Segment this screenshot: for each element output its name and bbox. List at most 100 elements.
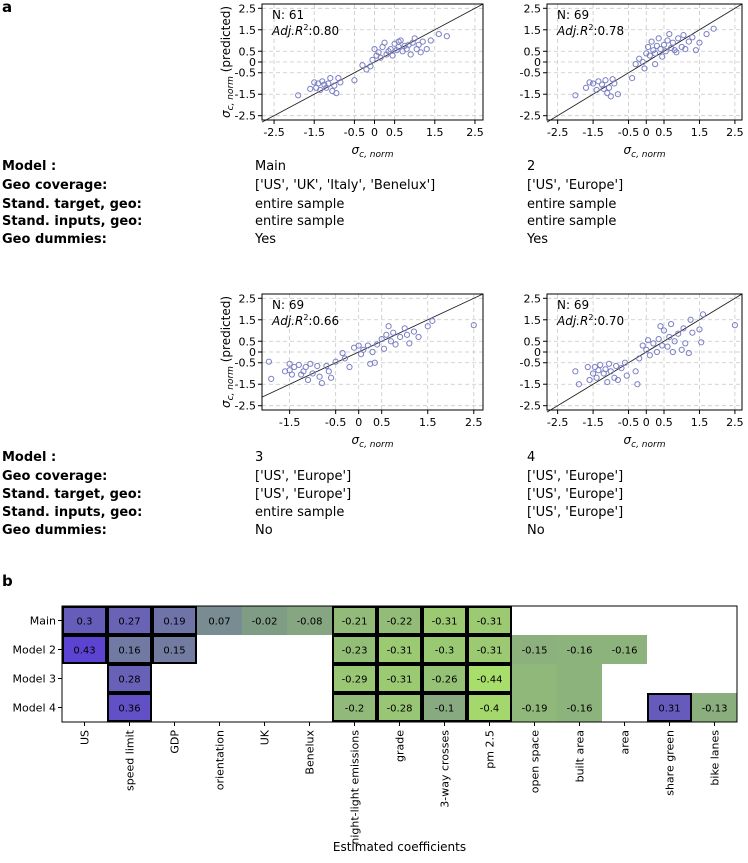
heatmap-cell-border (377, 635, 422, 664)
y-tick-label: -1.5 (520, 378, 541, 391)
heatmap-cell-label: -0.15 (522, 646, 548, 657)
data-point (692, 47, 700, 54)
data-point (419, 38, 426, 45)
heatmap-cell-border (377, 693, 422, 722)
data-point (660, 41, 668, 48)
heatmap-cell-border (107, 635, 152, 664)
y-tick-label: 0 (534, 56, 541, 69)
heatmap-column-label: Benelux (304, 730, 317, 775)
data-point (731, 322, 739, 329)
heatmap-cell (332, 693, 377, 722)
x-tick-label: -1.5 (582, 126, 603, 139)
model-stand-inputs: ['US', 'Europe'] (527, 505, 624, 520)
heatmap-cell (152, 635, 197, 664)
y-tick-label: -0.5 (235, 67, 256, 80)
heatmap-cell (332, 606, 377, 635)
model-geo-dummies: Yes (527, 232, 548, 247)
x-tick-label: 1.5 (426, 126, 444, 139)
data-point (359, 62, 366, 69)
data-point (395, 38, 402, 45)
data-point (316, 373, 323, 380)
y-tick-label: 2.5 (239, 292, 257, 305)
data-point (325, 368, 332, 375)
data-point (410, 328, 418, 335)
y-tick-label: 0.5 (239, 45, 257, 58)
data-point (659, 53, 666, 60)
heatmap-cell (512, 635, 557, 664)
model-geo-dummies: No (527, 523, 545, 538)
model-stand-target: entire sample (527, 197, 617, 212)
heatmap-cell-border (107, 664, 152, 693)
heatmap-cell-border (107, 606, 152, 635)
model-name: Main (255, 159, 287, 174)
x-tick-label: 0.5 (386, 126, 404, 139)
data-point (593, 86, 600, 94)
data-point (288, 371, 296, 378)
data-point (302, 363, 309, 371)
scatter-chart-model-4: -2.5 -1.5 -0.5 0 0.5 1.5 2.52.51.50.50-0.5-1.5… (520, 292, 744, 450)
y-axis-label: σc, norm (predicted) (219, 296, 236, 408)
y-tick-label: 1.5 (524, 314, 542, 327)
data-point (364, 342, 371, 349)
data-point (698, 339, 705, 346)
data-point (304, 376, 312, 384)
heatmap-column-label: UK (259, 729, 272, 745)
x-tick-label: 0 (643, 126, 650, 139)
data-point (696, 39, 703, 46)
data-point (415, 333, 422, 341)
heatmap-cell-label: 0.15 (163, 646, 185, 657)
heatmap-cell (467, 664, 512, 693)
data-point (602, 366, 609, 373)
data-point (685, 38, 692, 45)
heatmap-cell-label: -0.3 (435, 646, 455, 657)
data-point (424, 323, 431, 330)
heatmap-cell (62, 606, 107, 635)
data-point (346, 363, 353, 371)
heatmap-cell-border (332, 693, 377, 722)
x-axis-label: σc, norm (624, 143, 666, 160)
data-point (318, 380, 325, 387)
data-point (680, 325, 687, 332)
data-point (696, 326, 703, 333)
row-label-geo-coverage: Geo coverage: (2, 469, 108, 484)
data-point (383, 51, 390, 58)
data-point (687, 316, 694, 323)
x-tick-label: 0.5 (373, 416, 391, 429)
heatmap-column-label: area (619, 730, 632, 755)
heatmap-cell-label: -0.26 (432, 675, 458, 686)
data-point (604, 90, 611, 97)
heatmap-cell (242, 606, 287, 635)
data-point (339, 349, 346, 357)
heatmap-cell-label: -0.08 (297, 617, 323, 628)
data-point (675, 330, 682, 337)
heatmap-cell (332, 635, 377, 664)
heatmap-cell-label: -0.31 (477, 617, 503, 628)
data-point (664, 37, 671, 44)
heatmap-column-label: built area (574, 730, 587, 782)
adj-r2-annotation: Adj.R2:0.70 (556, 313, 624, 328)
data-point (666, 333, 673, 341)
model-geo-coverage: ['US', 'Europe'] (255, 469, 352, 484)
row-label-model: Model : (2, 450, 57, 465)
heatmap-cell-label: 0.07 (208, 617, 230, 628)
data-point (611, 80, 618, 87)
data-point (643, 346, 650, 353)
data-point (351, 77, 358, 84)
heatmap-cell-border (62, 635, 107, 664)
heatmap-x-label: Estimated coefficients (333, 840, 466, 854)
data-point (415, 41, 422, 48)
data-point (595, 367, 602, 374)
data-point (401, 325, 408, 332)
data-point (710, 25, 717, 32)
data-point (646, 352, 653, 359)
data-point (650, 340, 657, 347)
data-point (655, 336, 662, 343)
y-tick-label: -2.5 (235, 400, 256, 413)
heatmap-cell (422, 664, 467, 693)
heatmap-cell-label: 0.16 (118, 646, 140, 657)
data-point (321, 81, 328, 88)
heatmap-cell-label: 0.36 (118, 704, 140, 715)
heatmap-cell-label: -0.29 (342, 675, 368, 686)
heatmap-cell-border (467, 693, 512, 722)
data-point (636, 355, 643, 362)
